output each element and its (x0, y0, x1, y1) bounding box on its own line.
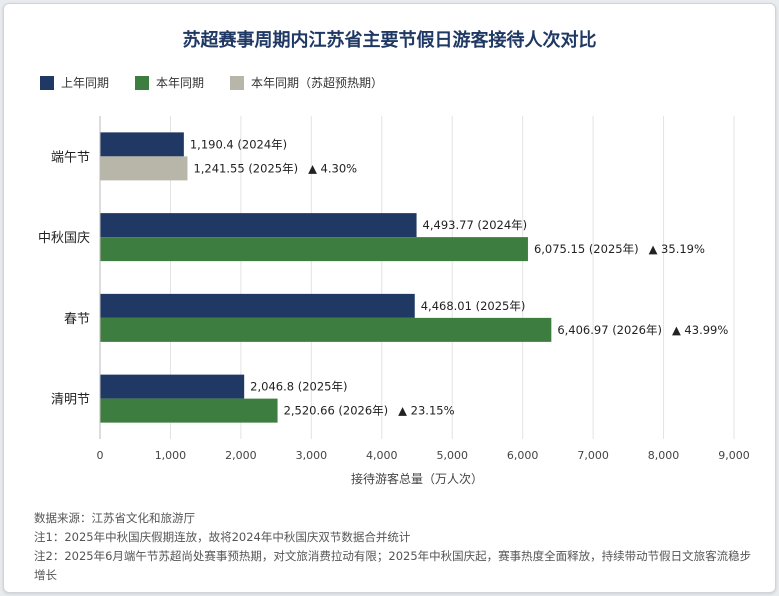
bar (100, 237, 528, 262)
data-label: 4,493.77 (2024年) (423, 218, 528, 232)
bar (100, 317, 552, 342)
legend-swatch-previous-year (40, 75, 54, 90)
x-tick-label: 2,000 (225, 449, 257, 462)
change-label: ▲ 23.15% (398, 404, 454, 418)
data-label: 2,520.66 (2026年) (284, 404, 389, 418)
category-label: 春节 (64, 312, 90, 327)
x-tick-label: 5,000 (436, 449, 468, 462)
legend-swatch-current-year (135, 75, 150, 90)
chart-legend: 上年同期 本年同期 本年同期（苏超预热期） (40, 74, 409, 91)
bar (100, 156, 188, 181)
x-tick-label: 7,000 (577, 449, 609, 462)
change-label: ▲ 43.99% (672, 323, 728, 337)
legend-label-current-year: 本年同期 (156, 76, 205, 90)
x-tick-label: 1,000 (155, 449, 187, 462)
legend-item-current-year: 本年同期 (135, 74, 204, 91)
x-tick-label: 6,000 (507, 449, 539, 462)
change-label: ▲ 4.30% (308, 161, 357, 175)
data-label: 6,075.15 (2025年) (534, 242, 639, 256)
data-label: 1,190.4 (2024年) (190, 137, 287, 151)
chart-card: 苏超赛事周期内江苏省主要节假日游客接待人次对比 上年同期 本年同期 本年同期（苏… (3, 3, 776, 593)
legend-label-previous-year: 上年同期 (61, 76, 110, 90)
bar-chart: 0 1,000 2,000 3,000 4,000 5,000 6,000 7,000 8,00… (38, 116, 750, 486)
x-tick-label: 3,000 (296, 449, 328, 462)
bar (100, 398, 278, 423)
x-tick-label: 8,000 (648, 449, 680, 462)
chart-notes: 数据来源：江苏省文化和旅游厅 注1：2025年中秋国庆假期连放，故将2024年中… (34, 509, 754, 585)
legend-swatch-warmup (230, 75, 245, 90)
footnote-2: 注2：2025年6月端午节苏超尚处赛事预热期，对文旅消费拉动有限；2025年中秋… (34, 549, 752, 582)
category-label: 中秋国庆 (38, 231, 90, 246)
bar (100, 213, 417, 238)
data-label: 4,468.01 (2025年) (421, 299, 526, 313)
bar (100, 293, 415, 318)
x-tick-label: 9,000 (718, 449, 750, 462)
legend-item-warmup: 本年同期（苏超预热期） (230, 74, 383, 91)
data-label: 2,046.8 (2025年) (250, 380, 347, 394)
footnote-1: 注1：2025年中秋国庆假期连放，故将2024年中秋国庆双节数据合并统计 (34, 530, 411, 544)
chart-title: 苏超赛事周期内江苏省主要节假日游客接待人次对比 (182, 30, 597, 51)
category-label: 端午节 (51, 150, 90, 165)
data-label: 6,406.97 (2026年) (557, 323, 662, 337)
change-label: ▲ 35.19% (649, 242, 705, 256)
x-tick-label: 0 (97, 449, 104, 462)
legend-label-warmup: 本年同期（苏超预热期） (251, 76, 384, 90)
x-tick-label: 4,000 (366, 449, 398, 462)
category-label: 清明节 (51, 393, 90, 408)
data-source-note: 数据来源：江苏省文化和旅游厅 (34, 511, 195, 525)
bar (100, 374, 245, 399)
data-label: 1,241.55 (2025年) (193, 161, 298, 175)
bar (100, 132, 184, 157)
legend-item-previous-year: 上年同期 (40, 74, 109, 91)
x-axis-title: 接待游客总量（万人次） (351, 471, 483, 486)
